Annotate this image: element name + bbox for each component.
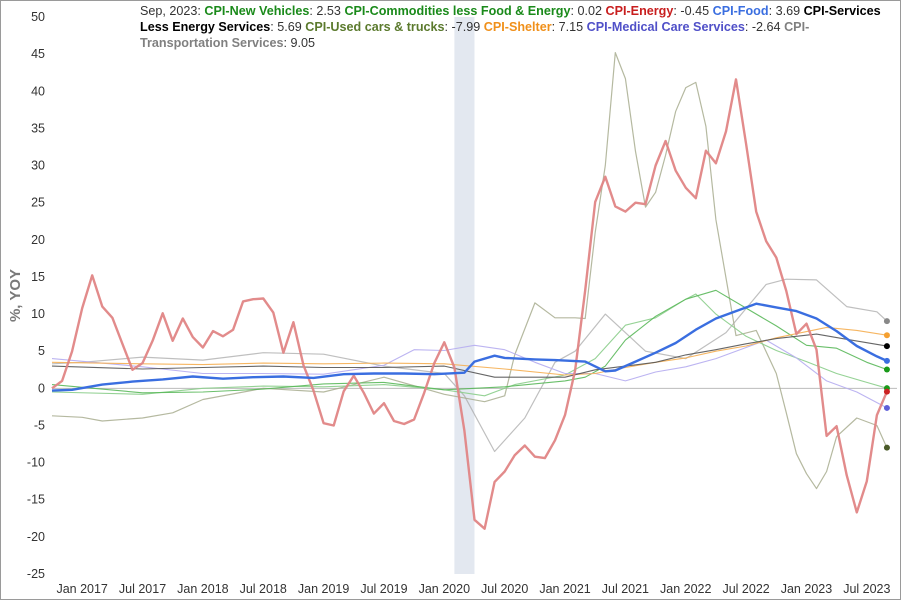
series-line-cpi-services-less-energy-services [51,333,887,378]
recession-band [454,17,475,574]
end-marker-cpi-transportation-services [883,318,890,325]
series-line-cpi-medical-care-services [51,339,888,409]
y-tick-label: 20 [31,233,45,247]
legend-item[interactable]: CPI-Transportation Services: 9.05 [140,20,810,50]
y-tick-label: -25 [27,567,45,581]
series-lines [51,52,889,530]
series-line-cpi-shelter [51,326,887,376]
legend-series-name: CPI-Energy [605,4,674,18]
legend-series-value: -0.45 [680,4,710,18]
legend-series-value: 0.02 [577,4,602,18]
x-tick-label: Jan 2023 [781,582,832,596]
y-tick-label: 40 [31,84,45,98]
legend-series-value: 3.69 [775,4,801,18]
y-tick-label: 15 [31,270,45,284]
legend-item[interactable]: CPI-Medical Care Services: -2.64 [586,20,781,34]
end-marker-cpi-new-vehicles [883,366,890,373]
x-tick-label: Jul 2017 [119,582,166,596]
x-tick-label: Jan 2020 [419,582,470,596]
legend-item[interactable]: CPI-Shelter: 7.15 [483,20,584,34]
legend-series-value: -7.99 [451,20,481,34]
y-tick-label: 50 [31,10,45,24]
x-tick-label: Jul 2022 [722,582,769,596]
end-marker-cpi-food [883,357,890,364]
end-marker-cpi-used-cars-trucks [883,444,890,451]
y-tick-label: -15 [27,493,45,507]
legend-item[interactable]: CPI-Energy: -0.45 [605,4,710,18]
legend-series-name: CPI-Food [712,4,769,18]
y-tick-label: 25 [31,196,45,210]
y-tick-label: -20 [27,530,45,544]
x-tick-label: Jul 2023 [843,582,890,596]
y-tick-label: -5 [34,418,45,432]
legend: Sep, 2023: CPI-New Vehicles: 2.53 CPI-Co… [140,3,888,51]
x-tick-label: Jan 2017 [56,582,107,596]
legend-date: Sep, 2023: [140,4,201,18]
legend-series-value: 7.15 [558,20,584,34]
legend-item[interactable]: CPI-New Vehicles: 2.53 [204,4,341,18]
legend-series-value: 2.53 [316,4,341,18]
legend-series-name: CPI-Shelter [483,20,552,34]
legend-series-value: 5.69 [277,20,302,34]
y-axis-label: %, YOY [7,269,24,322]
end-markers [883,318,890,451]
x-axis-ticks: Jan 2017 Jul 2017 Jan 2018 Jul 2018 Jan 2019… [56,582,890,596]
recession-band-layer [454,17,475,574]
series-line-cpi-transportation-services [51,278,888,453]
legend-series-name: CPI-Used cars & trucks [305,20,445,34]
legend-item[interactable]: CPI-Used cars & trucks: -7.99 [305,20,481,34]
y-tick-label: 10 [31,307,45,321]
legend-series-name: CPI-Services Less Energy Services [140,4,881,34]
legend-series-name: CPI-Medical Care Services [586,20,745,34]
x-tick-label: Jan 2021 [539,582,590,596]
legend-series-value: 9.05 [290,36,315,50]
y-tick-label: -10 [27,456,45,470]
x-tick-label: Jul 2019 [360,582,407,596]
end-marker-cpi-shelter [883,332,890,339]
y-tick-label: 45 [31,47,45,61]
legend-series-name: CPI-New Vehicles [204,4,310,18]
y-tick-label: 30 [31,159,45,173]
series-line-cpi-food [51,302,888,392]
x-tick-label: Jan 2018 [177,582,228,596]
legend-items: CPI-New Vehicles: 2.53 CPI-Commodities l… [140,4,881,50]
legend-series-name: CPI-Commodities less Food & Energy [344,4,571,18]
x-tick-label: Jul 2020 [481,582,528,596]
legend-item[interactable]: CPI-Services Less Energy Services: 5.69 [140,4,881,34]
series-line-cpi-new-vehicles [51,289,888,394]
end-marker-cpi-energy [883,388,890,395]
y-tick-label: 0 [38,381,45,395]
legend-item[interactable]: CPI-Food: 3.69 [712,4,801,18]
y-tick-label: 5 [38,344,45,358]
y-axis-ticks: -25 -20 -15 -10 -5 0 5 10 15 20 25 30 35 40 45 50 [27,10,45,581]
end-marker-cpi-services-less-energy-services [883,343,890,350]
series-line-cpi-energy [51,78,889,530]
x-tick-label: Jan 2019 [298,582,349,596]
y-tick-label: 35 [31,121,45,135]
end-marker-cpi-medical-care-services [883,404,890,411]
legend-series-name: CPI-Transportation Services [140,20,810,50]
x-tick-label: Jan 2022 [660,582,711,596]
legend-series-value: -2.64 [751,20,781,34]
x-tick-label: Jul 2018 [240,582,287,596]
legend-item[interactable]: CPI-Commodities less Food & Energy: 0.02 [344,4,602,18]
x-tick-label: Jul 2021 [602,582,649,596]
